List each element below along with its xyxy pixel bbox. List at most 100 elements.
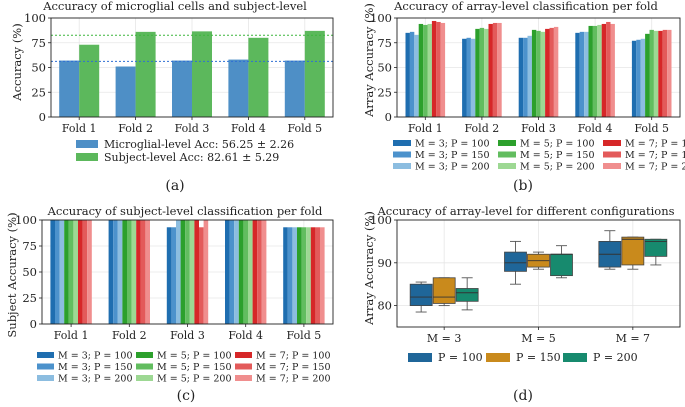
b-xtick-label: Fold 4 (578, 122, 613, 135)
panel-c: Accuracy of subject-level classification… (5, 204, 334, 404)
panel-c-ylabel: Subject Accuracy (%) (5, 212, 19, 337)
a-bar (192, 31, 212, 118)
c-bar (229, 220, 235, 324)
c-bar (310, 227, 316, 324)
b-bar (658, 30, 663, 117)
b-bar (523, 37, 528, 117)
b-bar (409, 31, 415, 117)
c-xtick-label: Fold 5 (287, 329, 322, 342)
c-bar (136, 220, 141, 324)
panel-d-ylabel: Array Accuracy (%) (362, 211, 376, 326)
c-bar (199, 227, 204, 324)
c-legend-swatch (235, 352, 252, 358)
c-bar (189, 220, 195, 324)
d-legend-swatch (486, 353, 510, 362)
c-legend-swatch (37, 375, 54, 381)
panel-c-title: Accuracy of subject-level classification… (47, 204, 323, 218)
a-bar (115, 66, 136, 117)
c-bar (145, 220, 150, 324)
b-bar (592, 25, 598, 118)
c-bar (315, 227, 320, 324)
d-box (644, 238, 668, 257)
b-legend-swatch (603, 163, 621, 169)
c-xtick-label: Fold 1 (54, 329, 89, 342)
a-bar (172, 60, 192, 117)
a-bar (248, 37, 269, 117)
b-bar (466, 37, 471, 117)
d-legend-swatch (408, 353, 432, 362)
b-bar (488, 23, 493, 117)
c-legend-swatch (37, 352, 54, 358)
c-bar (59, 220, 65, 324)
b-legend-label: M = 3; P = 150 (415, 150, 490, 161)
b-legend-swatch (603, 140, 621, 146)
a-ytick-label: 50 (31, 61, 46, 75)
d-box (621, 236, 645, 266)
b-legend-swatch (498, 163, 516, 169)
d-legend-label: P = 200 (593, 351, 638, 364)
c-legend-label: M = 7; P = 200 (256, 374, 331, 385)
b-bar (649, 29, 654, 118)
c-ytick-label: 50 (22, 265, 37, 279)
b-legend-swatch (393, 151, 411, 158)
b-ytick-label: 25 (377, 85, 392, 99)
d-ytick-label: 100 (370, 213, 392, 227)
c-bar (306, 227, 311, 324)
c-legend-swatch (37, 363, 54, 370)
c-bar (140, 220, 146, 324)
b-bar (492, 22, 498, 118)
c-bar (320, 227, 325, 324)
c-bar (194, 220, 199, 324)
c-bar (64, 220, 69, 324)
c-bar (248, 220, 253, 324)
b-bar (588, 25, 593, 118)
d-box (409, 283, 433, 307)
d-box (504, 251, 527, 272)
c-legend-swatch (136, 352, 153, 358)
c-legend-swatch (136, 363, 153, 370)
b-legend-swatch (603, 151, 621, 158)
b-legend-label: M = 7; P = 150 (625, 150, 685, 161)
b-bar (531, 29, 537, 118)
b-bar (423, 24, 428, 117)
panel-b-ylabel: Array Accuracy (%) (362, 3, 376, 118)
d-ytick-label: 90 (377, 256, 392, 270)
c-bar (50, 220, 55, 324)
c-bar (238, 220, 244, 324)
b-bar (440, 22, 446, 118)
c-legend-label: M = 3; P = 100 (58, 351, 133, 362)
b-bar (475, 28, 480, 117)
c-bar (292, 227, 297, 324)
a-legend-label: Subject-level Acc: 82.61 ± 5.29 (104, 151, 279, 164)
a-ytick-label: 25 (31, 85, 46, 99)
c-bar (73, 220, 78, 324)
b-bar (518, 37, 524, 117)
b-bar (427, 23, 432, 117)
b-bar (667, 29, 672, 118)
b-bar (436, 21, 441, 117)
a-bar (304, 30, 325, 117)
a-xtick-label: Fold 3 (175, 122, 210, 135)
c-bar (301, 227, 307, 324)
c-bar (87, 220, 92, 324)
b-bar (636, 39, 641, 117)
b-legend-label: M = 5; P = 150 (520, 150, 595, 161)
b-bar (470, 38, 476, 117)
b-legend-swatch (498, 151, 516, 158)
c-xtick-label: Fold 4 (228, 329, 263, 342)
c-bar (185, 220, 190, 324)
c-bar (127, 220, 132, 324)
a-legend-swatch (76, 153, 98, 161)
c-bar (243, 220, 248, 324)
c-bar (297, 227, 302, 324)
caption-c: (c) (177, 388, 196, 404)
a-bar (284, 60, 305, 117)
a-xtick-label: Fold 2 (118, 122, 153, 135)
b-xtick-label: Fold 2 (465, 122, 500, 135)
b-legend-swatch (393, 163, 411, 169)
b-bar (579, 31, 585, 117)
c-bar (225, 220, 230, 324)
c-legend-label: M = 3; P = 200 (58, 374, 133, 385)
c-bar (203, 220, 209, 324)
